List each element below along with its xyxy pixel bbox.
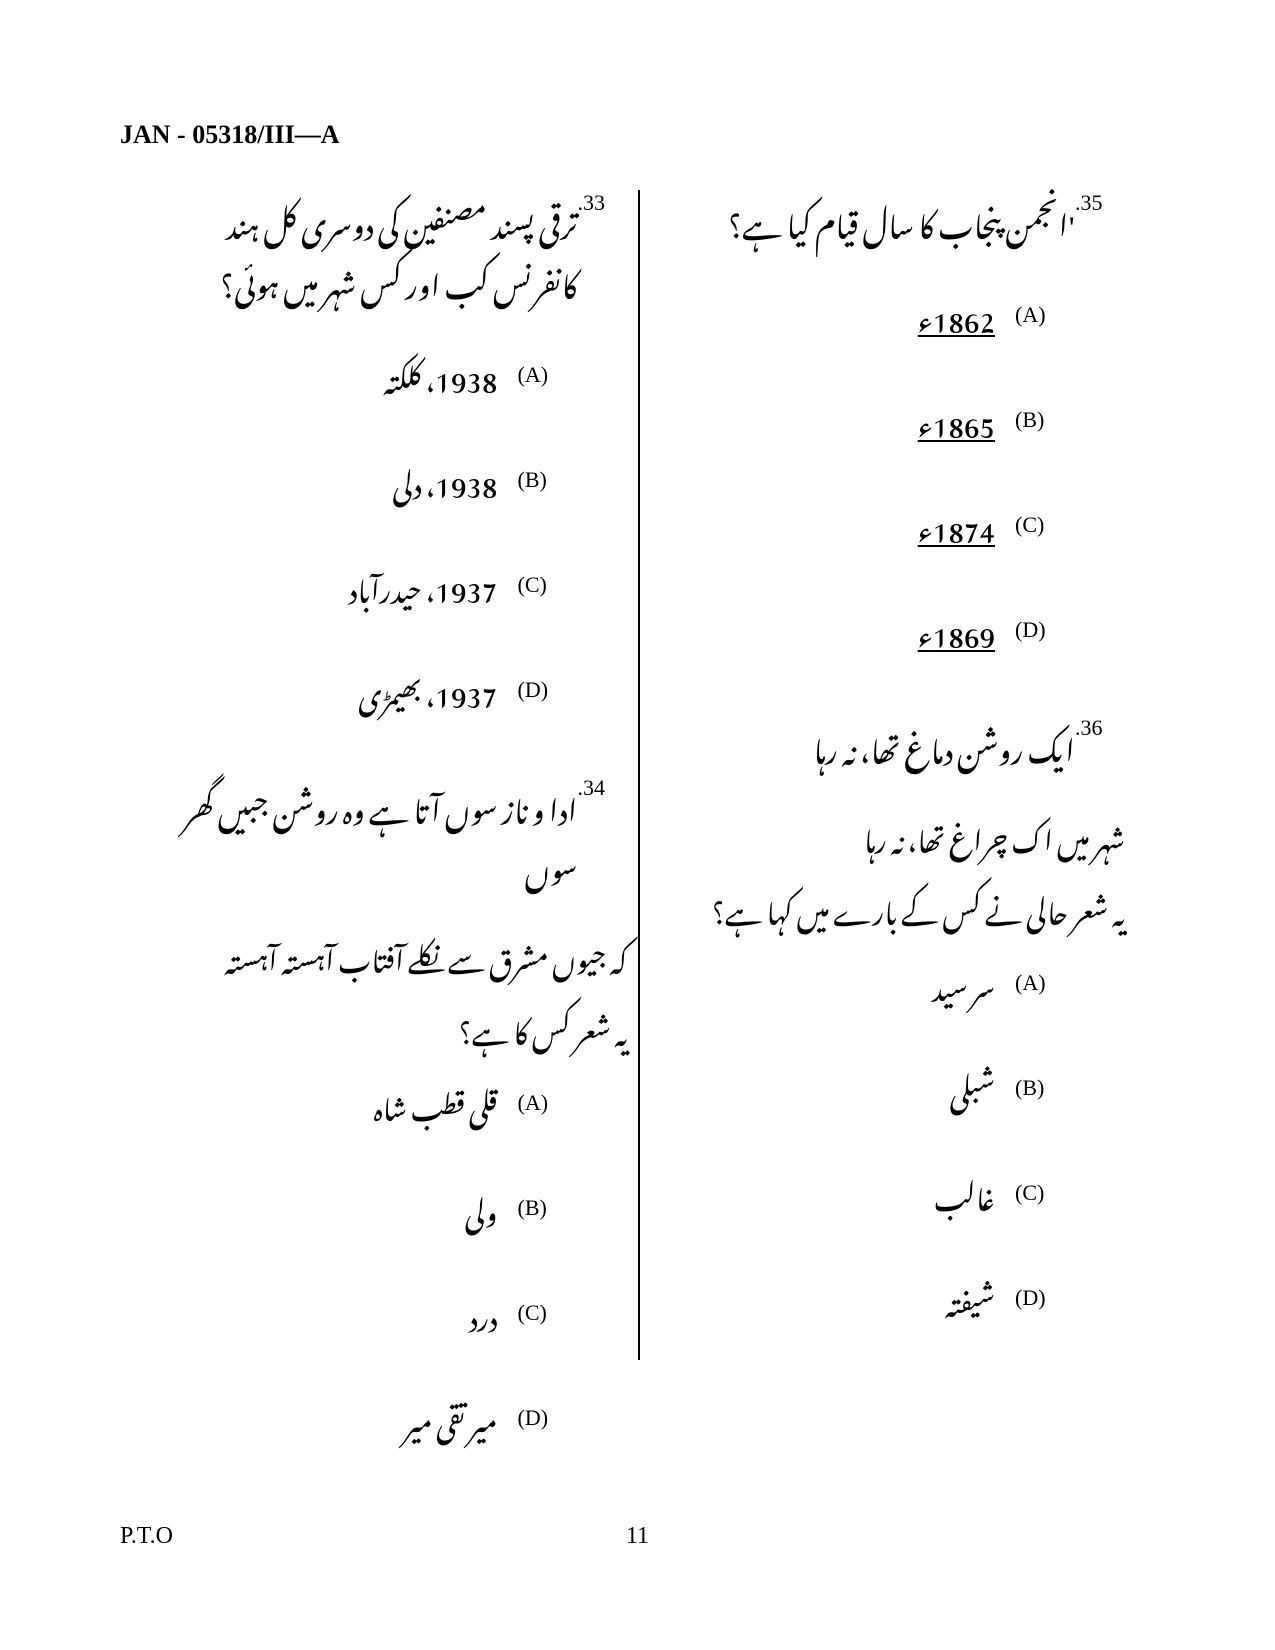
page-number: 11 — [626, 1523, 649, 1550]
option-text: 1865ء — [648, 385, 1016, 455]
option-a: (A) قلی قطب شاہ — [150, 1068, 578, 1138]
option-label: (C) — [518, 572, 578, 598]
question-35: .35 'انجمن پنجاب کا سال قیام کیا ہے؟ (A)… — [648, 190, 1126, 665]
poetry-line: یہ شعر حالی نے کس کے بارے میں کہا ہے؟ — [648, 877, 1126, 939]
option-label: (B) — [518, 1195, 578, 1221]
q-text: ادا و ناز سوں آتا ہے وہ روشن جبیں گھر سو… — [150, 775, 578, 895]
right-column: .33 ترقی پسند مصنفین کی دوسری کل ہند کان… — [120, 190, 638, 1390]
option-c: (C) غالب — [648, 1158, 1076, 1228]
option-text: شبلی — [648, 1053, 1016, 1123]
question-36: .36 ایک روشن دماغ تھا، نہ رہا شہر میں اک… — [648, 715, 1126, 1333]
option-a: (A) 1938، کلکتہ — [150, 340, 578, 410]
option-label: (C) — [1015, 512, 1075, 538]
column-divider — [638, 190, 640, 1360]
option-d: (D) 1937، بھیمڑی — [150, 655, 578, 725]
option-b: (B) شبلی — [648, 1053, 1076, 1123]
options-list: (A) سر سید (B) شبلی (C) غالب (D) شیفتہ — [648, 948, 1126, 1333]
option-label: (A) — [518, 362, 578, 388]
option-label: (D) — [1015, 1285, 1075, 1311]
poetry-line: شہر میں اک چراغ تھا، نہ رہا — [648, 805, 1126, 867]
option-text: سر سید — [648, 948, 1016, 1018]
option-text: غالب — [648, 1158, 1016, 1228]
option-d: (D) شیفتہ — [648, 1263, 1076, 1333]
option-text: 1869ء — [648, 595, 1016, 665]
option-b: (B) 1865ء — [648, 385, 1076, 455]
question-34: .34 ادا و ناز سوں آتا ہے وہ روشن جبیں گھ… — [150, 775, 628, 1453]
page-footer: P.T.O 11 — [120, 1523, 1155, 1550]
option-label: (B) — [1015, 407, 1075, 433]
option-text: ولی — [150, 1173, 518, 1243]
option-label: (B) — [1015, 1075, 1075, 1101]
option-label: (A) — [1015, 302, 1075, 328]
option-label: (D) — [518, 1405, 578, 1431]
options-list: (A) 1938، کلکتہ (B) 1938، دلی (C) 1937، … — [150, 340, 628, 725]
option-label: (D) — [1015, 617, 1075, 643]
exam-header: JAN - 05318/III—A — [120, 120, 1155, 150]
option-text: 1938، دلی — [150, 445, 518, 515]
q-text: ترقی پسند مصنفین کی دوسری کل ہند کانفرنس… — [150, 190, 578, 310]
poetry-line: یہ شعر کس کا ہے؟ — [150, 997, 628, 1059]
option-text: شیفتہ — [648, 1263, 1016, 1333]
option-d: (D) 1869ء — [648, 595, 1076, 665]
option-text: میر تقی میر — [150, 1383, 518, 1453]
q-text: ایک روشن دماغ تھا، نہ رہا — [648, 715, 1076, 775]
question-33: .33 ترقی پسند مصنفین کی دوسری کل ہند کان… — [150, 190, 628, 725]
option-label: (B) — [518, 467, 578, 493]
content-area: .33 ترقی پسند مصنفین کی دوسری کل ہند کان… — [120, 190, 1155, 1390]
q-number: .33 — [578, 190, 628, 216]
option-label: (A) — [1015, 970, 1075, 996]
option-text: درد — [150, 1278, 518, 1348]
option-text: 1874ء — [648, 490, 1016, 560]
option-a: (A) 1862ء — [648, 280, 1076, 350]
option-label: (C) — [1015, 1180, 1075, 1206]
q-number: .35 — [1075, 190, 1125, 216]
option-c: (C) 1874ء — [648, 490, 1076, 560]
option-text: قلی قطب شاہ — [150, 1068, 518, 1138]
option-text: 1937، بھیمڑی — [150, 655, 518, 725]
option-b: (B) 1938، دلی — [150, 445, 578, 515]
q-number: .36 — [1075, 715, 1125, 741]
poetry-line: کہ جیوں مشرق سے نکلے آفتاب آہستہ آہستہ — [150, 925, 628, 987]
option-c: (C) 1937، حیدرآباد — [150, 550, 578, 620]
options-list: (A) قلی قطب شاہ (B) ولی (C) درد (D) میر … — [150, 1068, 628, 1453]
option-d: (D) میر تقی میر — [150, 1383, 578, 1453]
q-text: 'انجمن پنجاب کا سال قیام کیا ہے؟ — [648, 190, 1076, 250]
option-label: (D) — [518, 677, 578, 703]
option-label: (C) — [518, 1300, 578, 1326]
option-label: (A) — [518, 1090, 578, 1116]
option-b: (B) ولی — [150, 1173, 578, 1243]
options-list: (A) 1862ء (B) 1865ء (C) 1874ء (D) 1869ء — [648, 280, 1126, 665]
left-column: .35 'انجمن پنجاب کا سال قیام کیا ہے؟ (A)… — [638, 190, 1156, 1390]
option-text: 1938، کلکتہ — [150, 340, 518, 410]
option-text: 1937، حیدرآباد — [150, 550, 518, 620]
q-number: .34 — [578, 775, 628, 801]
option-text: 1862ء — [648, 280, 1016, 350]
option-c: (C) درد — [150, 1278, 578, 1348]
pto-label: P.T.O — [120, 1523, 173, 1550]
option-a: (A) سر سید — [648, 948, 1076, 1018]
